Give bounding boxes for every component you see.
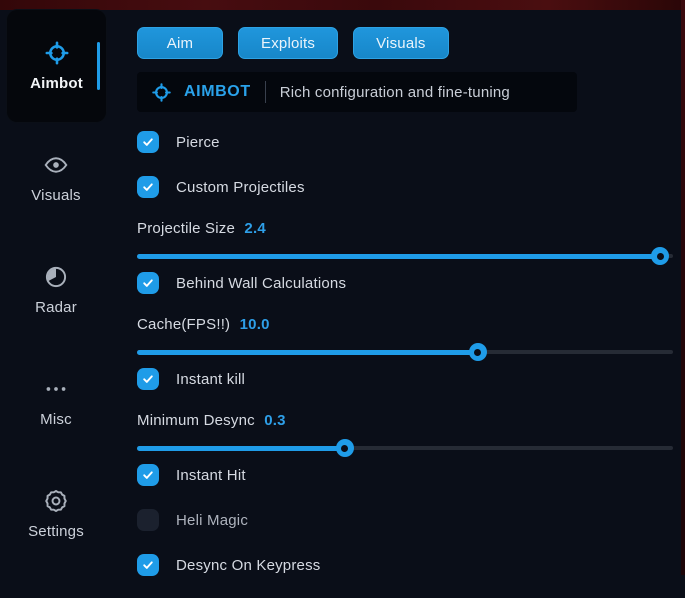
- checkbox-row-instant-kill[interactable]: Instant kill: [137, 367, 673, 391]
- slider-value: 0.3: [264, 412, 286, 429]
- sidebar: Aimbot Visuals Radar Misc Settings: [0, 8, 112, 570]
- ellipsis-icon: [43, 376, 69, 402]
- slider-minimum-desync[interactable]: [137, 439, 673, 457]
- section-subtitle: Rich configuration and fine-tuning: [279, 83, 510, 101]
- header-divider: [264, 81, 266, 103]
- check-icon: [143, 471, 153, 479]
- tab-exploits[interactable]: Exploits: [238, 27, 339, 59]
- slider-label: Cache(FPS!!): [137, 316, 231, 333]
- sidebar-item-label: Misc: [40, 411, 72, 428]
- slider-knob[interactable]: [468, 343, 487, 361]
- sidebar-item-radar[interactable]: Radar: [0, 234, 112, 346]
- checkbox-row-heli-magic[interactable]: Heli Magic: [137, 508, 673, 532]
- tab-bar: Aim Exploits Visuals: [137, 27, 449, 59]
- tab-aim[interactable]: Aim: [137, 27, 223, 59]
- slider-knob[interactable]: [651, 247, 670, 265]
- slider-label-row: Minimum Desync 0.3: [137, 412, 673, 429]
- sidebar-item-visuals[interactable]: Visuals: [0, 122, 112, 234]
- checkbox-label: Heli Magic: [176, 511, 249, 529]
- crosshair-icon: [151, 82, 172, 103]
- checkbox-label: Desync On Keypress: [176, 556, 321, 574]
- eye-icon: [43, 152, 69, 178]
- slider-fill: [137, 253, 661, 259]
- checkbox-row-instant-hit[interactable]: Instant Hit: [137, 463, 673, 487]
- sidebar-item-label: Radar: [35, 299, 77, 316]
- slider-fill: [137, 349, 478, 355]
- slider-value: 10.0: [239, 316, 270, 333]
- checkbox-desync-on-keypress[interactable]: [137, 554, 159, 576]
- section-header: AIMBOT Rich configuration and fine-tunin…: [137, 72, 577, 112]
- check-icon: [143, 138, 153, 146]
- check-icon: [143, 375, 153, 383]
- sidebar-item-aimbot[interactable]: Aimbot: [7, 10, 106, 122]
- checkbox-row-custom-projectiles[interactable]: Custom Projectiles: [137, 175, 673, 199]
- slider-value: 2.4: [244, 220, 266, 237]
- slider-projectile-size[interactable]: [137, 247, 673, 265]
- sidebar-item-misc[interactable]: Misc: [0, 346, 112, 458]
- top-red-edge: [0, 0, 685, 10]
- crosshair-icon: [44, 40, 70, 66]
- sidebar-item-label: Aimbot: [30, 75, 83, 92]
- slider-label-row: Projectile Size 2.4: [137, 220, 673, 237]
- slider-cache-fps[interactable]: [137, 343, 673, 361]
- checkbox-label: Instant Hit: [176, 466, 246, 484]
- slider-row-projectile-size: Projectile Size 2.4: [137, 220, 673, 265]
- checkbox-pierce[interactable]: [137, 131, 159, 153]
- slider-row-cache-fps: Cache(FPS!!) 10.0: [137, 316, 673, 361]
- slider-fill: [137, 445, 345, 451]
- tab-visuals[interactable]: Visuals: [353, 27, 449, 59]
- checkbox-instant-hit[interactable]: [137, 464, 159, 486]
- checkbox-heli-magic[interactable]: [137, 509, 159, 531]
- checkbox-label: Behind Wall Calculations: [176, 274, 347, 292]
- checkbox-row-behind-wall-calcs[interactable]: Behind Wall Calculations: [137, 271, 673, 295]
- checkbox-label: Pierce: [176, 133, 220, 151]
- checkbox-instant-kill[interactable]: [137, 368, 159, 390]
- checkbox-row-pierce[interactable]: Pierce: [137, 130, 673, 154]
- slider-track[interactable]: [137, 446, 673, 450]
- slider-knob[interactable]: [335, 439, 354, 457]
- right-red-edge: [681, 0, 685, 575]
- gear-icon: [43, 488, 69, 514]
- slider-row-minimum-desync: Minimum Desync 0.3: [137, 412, 673, 457]
- checkbox-custom-projectiles[interactable]: [137, 176, 159, 198]
- check-icon: [143, 279, 153, 287]
- check-icon: [143, 183, 153, 191]
- checkbox-row-desync-on-keypress[interactable]: Desync On Keypress: [137, 553, 673, 577]
- slider-label: Projectile Size: [137, 220, 236, 237]
- checkbox-behind-wall-calcs[interactable]: [137, 272, 159, 294]
- slider-label: Minimum Desync: [137, 412, 255, 429]
- checkbox-label: Instant kill: [176, 370, 246, 388]
- sidebar-item-label: Visuals: [31, 187, 81, 204]
- controls-list: Pierce Custom Projectiles Projectile Siz…: [137, 130, 673, 598]
- sidebar-item-settings[interactable]: Settings: [0, 458, 112, 570]
- check-icon: [143, 561, 153, 569]
- checkbox-label: Custom Projectiles: [176, 178, 305, 196]
- sidebar-item-label: Settings: [28, 523, 84, 540]
- slider-label-row: Cache(FPS!!) 10.0: [137, 316, 673, 333]
- section-title: AIMBOT: [184, 83, 251, 100]
- radar-icon: [43, 264, 69, 290]
